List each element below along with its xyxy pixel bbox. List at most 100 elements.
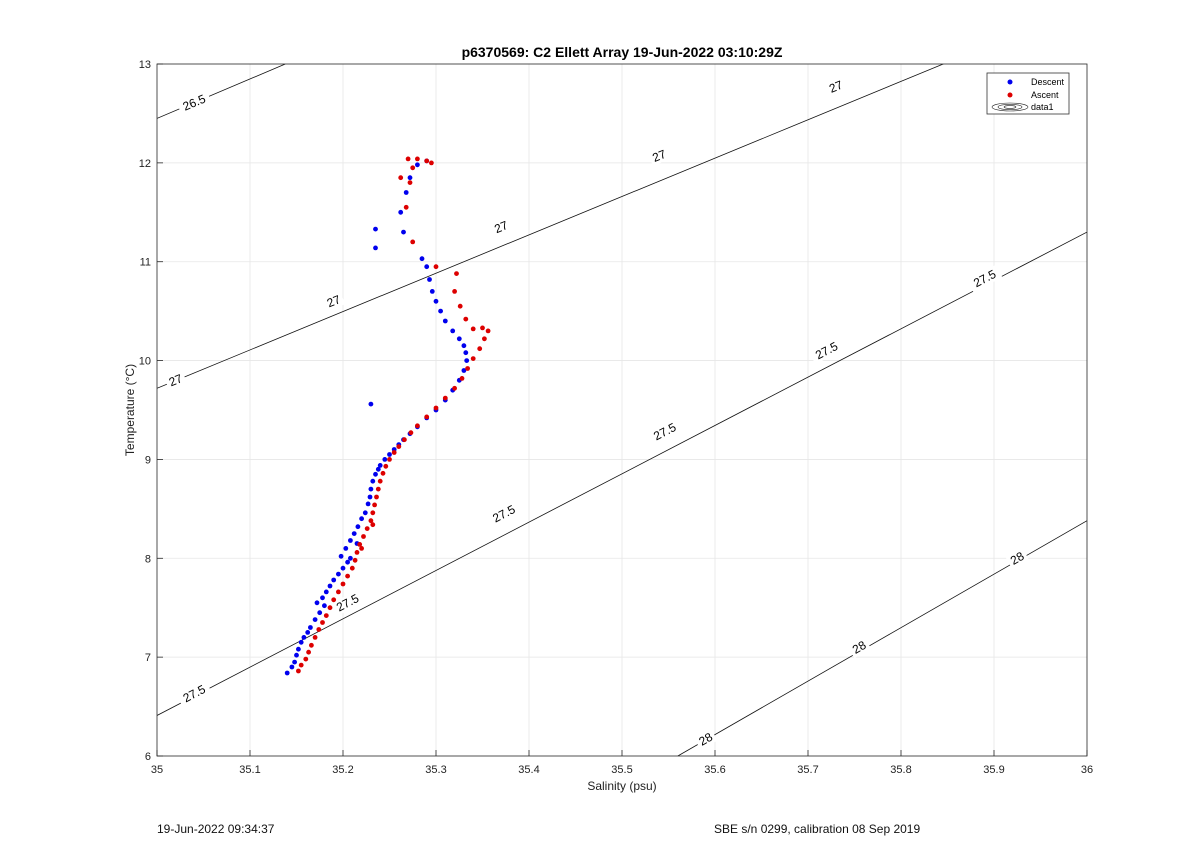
legend-label-descent: Descent — [1031, 77, 1065, 87]
contour-label-text: 27 — [492, 218, 510, 236]
point-ascent — [349, 565, 355, 571]
point-ascent — [377, 478, 383, 484]
x-tick-label: 36 — [1081, 764, 1093, 776]
point-descent — [289, 664, 295, 670]
point-ascent — [463, 316, 469, 322]
point-ascent — [375, 486, 381, 492]
point-ascent — [298, 662, 304, 668]
point-descent — [419, 256, 425, 262]
x-axis-label: Salinity (psu) — [587, 779, 656, 793]
y-tick-label: 7 — [145, 652, 151, 664]
point-descent — [365, 501, 371, 507]
point-ascent — [387, 457, 392, 462]
point-ascent — [415, 423, 420, 429]
point-ascent — [410, 165, 416, 171]
contour-label-text: 27 — [650, 147, 668, 165]
x-tick-label: 35 — [151, 764, 163, 776]
contour-label-bg — [808, 337, 845, 365]
contour-label-bg — [967, 264, 1003, 293]
point-ascent — [374, 494, 379, 500]
point-ascent — [370, 522, 376, 528]
axis-ticks: 35 35.1 35.2 35.3 35.4 35.5 35.6 35.7 35.8 35.9 36… — [139, 59, 1093, 776]
contour-label-bg — [824, 76, 848, 97]
point-descent — [463, 350, 469, 356]
point-descent — [323, 589, 329, 595]
point-descent — [305, 630, 311, 635]
point-descent — [377, 463, 383, 468]
point-descent — [292, 659, 297, 665]
x-tick-label: 35.1 — [239, 764, 260, 776]
point-descent — [343, 546, 349, 551]
point-descent — [373, 245, 378, 251]
footer-timestamp: 19-Jun-2022 09:34:37 — [157, 822, 275, 836]
point-descent — [424, 264, 430, 270]
point-ascent — [405, 156, 411, 162]
contour-label-bg — [647, 145, 671, 167]
contour-line — [157, 231, 1087, 716]
point-descent — [456, 336, 462, 342]
contour-label-text: 27 — [167, 371, 185, 389]
contour-line — [157, 64, 286, 119]
point-ascent — [336, 589, 341, 595]
grid — [157, 64, 1087, 756]
contour-label: 27 — [647, 145, 671, 167]
point-descent — [382, 457, 388, 462]
contour-label: 27 — [824, 76, 848, 97]
point-ascent — [485, 328, 491, 334]
point-descent — [348, 555, 353, 561]
point-ascent — [457, 303, 463, 309]
point-ascent — [368, 518, 374, 524]
point-descent — [401, 229, 406, 235]
contour-label-bg — [322, 291, 346, 312]
footer-calibration: SBE s/n 0299, calibration 08 Sep 2019 — [714, 822, 921, 836]
point-ascent — [470, 356, 476, 361]
point-ascent — [296, 668, 301, 674]
point-descent — [370, 478, 376, 484]
contour-label-text: 28 — [696, 730, 715, 749]
legend-label-ascent: Ascent — [1031, 90, 1059, 100]
contour-label-bg — [486, 500, 522, 528]
point-descent — [368, 486, 374, 492]
point-ascent — [424, 158, 430, 164]
chart-title: p6370569: C2 Ellett Array 19-Jun-2022 03… — [462, 44, 783, 60]
point-descent — [373, 226, 378, 232]
point-ascent — [477, 346, 483, 352]
point-descent — [442, 318, 448, 324]
point-ascent — [303, 656, 309, 662]
point-descent — [359, 516, 364, 522]
contour-label-text: 27 — [827, 78, 845, 96]
point-ascent — [309, 642, 314, 648]
point-descent — [375, 466, 381, 472]
y-tick-label: 8 — [145, 553, 151, 565]
point-descent — [317, 610, 323, 616]
x-tick-label: 35.9 — [983, 764, 1004, 776]
point-descent — [461, 343, 467, 349]
point-descent — [308, 625, 313, 630]
contour-label-bg — [489, 216, 513, 238]
contour-label-bg — [176, 680, 212, 708]
point-ascent — [403, 204, 409, 210]
point-ascent — [415, 156, 420, 162]
point-ascent — [316, 627, 322, 632]
point-ascent — [398, 175, 404, 181]
contour-label-text: 28 — [850, 638, 869, 657]
point-ascent — [352, 557, 358, 563]
point-ascent — [383, 463, 389, 469]
point-descent — [331, 577, 337, 583]
point-ascent — [433, 405, 439, 411]
contour-label: 28 — [847, 636, 872, 659]
point-descent — [368, 401, 374, 407]
point-descent — [367, 494, 373, 500]
legend-marker-descent — [1007, 79, 1013, 85]
y-axis-label: Temperature (°C) — [123, 364, 137, 456]
point-descent — [398, 209, 404, 215]
point-ascent — [410, 239, 416, 245]
point-descent — [387, 452, 392, 457]
point-descent — [314, 600, 320, 606]
point-ascent — [433, 264, 439, 270]
x-tick-label: 35.3 — [425, 764, 446, 776]
point-descent — [415, 162, 420, 168]
x-tick-label: 35.4 — [518, 764, 539, 776]
point-descent — [338, 553, 344, 559]
contour-label-bg — [647, 418, 683, 446]
